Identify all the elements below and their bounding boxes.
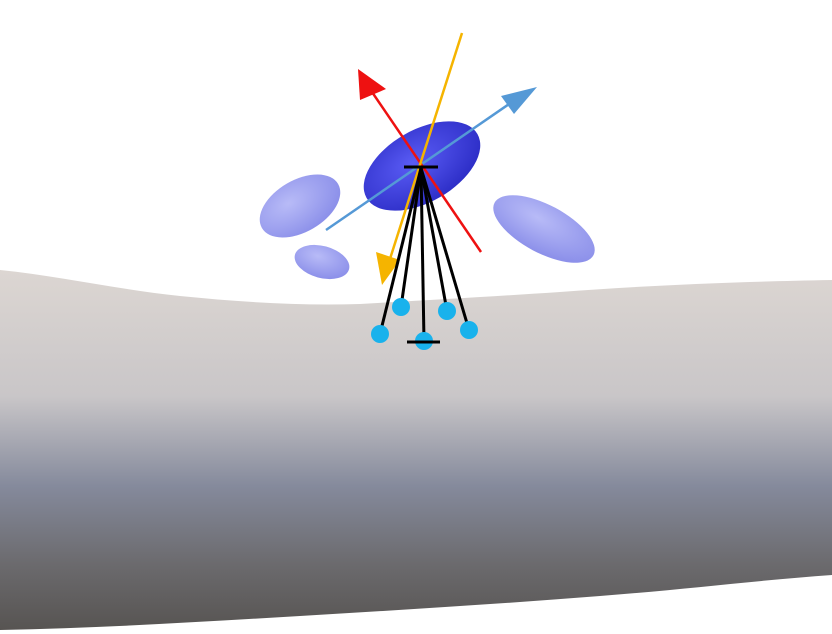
anchor-point-1 <box>371 325 389 343</box>
tether-line-2 <box>399 167 423 308</box>
tether-line-3 <box>419 167 426 342</box>
red-axis-line <box>370 91 483 253</box>
tether-line-1 <box>378 167 423 335</box>
anchor-point-4 <box>438 302 456 320</box>
side-ellipsoid-left-large <box>259 174 341 238</box>
side-ellipsoid-left-small <box>294 244 350 280</box>
orange-axis-line <box>387 32 464 263</box>
side-ellipsoid-right <box>493 195 595 263</box>
anchor-point-5 <box>460 321 478 339</box>
tether-line-4 <box>419 167 449 312</box>
orange-axis-arrowhead <box>376 252 400 285</box>
membrane-surface <box>0 270 832 630</box>
tether-group <box>378 165 471 344</box>
tether-line-5 <box>419 167 471 331</box>
red-axis-arrowhead <box>358 69 386 100</box>
blue-axis-arrowhead <box>501 87 537 114</box>
anchor-group <box>371 298 478 350</box>
anchor-point-2 <box>392 298 410 316</box>
